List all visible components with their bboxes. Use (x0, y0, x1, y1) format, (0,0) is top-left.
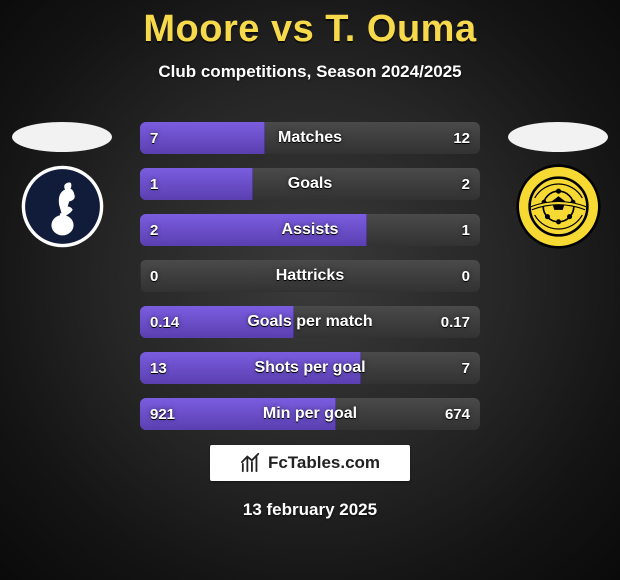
branding-link[interactable]: FcTables.com (210, 445, 410, 481)
stat-right-value: 2 (452, 168, 480, 200)
stat-right-value: 1 (452, 214, 480, 246)
stat-row: 921 Min per goal 674 (140, 398, 480, 430)
stat-right-value: 12 (443, 122, 480, 154)
stat-right-value: 0.17 (431, 306, 480, 338)
stat-row: 2 Assists 1 (140, 214, 480, 246)
stat-row: 0.14 Goals per match 0.17 (140, 306, 480, 338)
left-club-logo (20, 164, 105, 249)
tottenham-logo-icon (20, 164, 105, 249)
branding-text: FcTables.com (268, 453, 380, 473)
right-club-logo (516, 164, 601, 249)
stat-row: 1 Goals 2 (140, 168, 480, 200)
right-player (508, 122, 608, 249)
stat-label: Goals per match (140, 306, 480, 338)
elfsborg-logo-icon (516, 164, 601, 249)
right-player-avatar-placeholder (508, 122, 608, 152)
stat-row: 13 Shots per goal 7 (140, 352, 480, 384)
stat-label: Min per goal (140, 398, 480, 430)
page-title: Moore vs T. Ouma (0, 8, 620, 51)
stat-label: Matches (140, 122, 480, 154)
stat-label: Shots per goal (140, 352, 480, 384)
left-player (12, 122, 112, 249)
stat-right-value: 7 (452, 352, 480, 384)
stat-label: Assists (140, 214, 480, 246)
stat-right-value: 0 (452, 260, 480, 292)
stats-container: 7 Matches 12 1 Goals 2 2 Assists 1 0 Hat… (140, 122, 480, 444)
stat-row: 0 Hattricks 0 (140, 260, 480, 292)
left-player-avatar-placeholder (12, 122, 112, 152)
stat-row: 7 Matches 12 (140, 122, 480, 154)
date-label: 13 february 2025 (0, 500, 620, 520)
fctables-logo-icon (240, 453, 262, 473)
stat-right-value: 674 (435, 398, 480, 430)
page-subtitle: Club competitions, Season 2024/2025 (0, 62, 620, 82)
stat-label: Goals (140, 168, 480, 200)
stat-label: Hattricks (140, 260, 480, 292)
